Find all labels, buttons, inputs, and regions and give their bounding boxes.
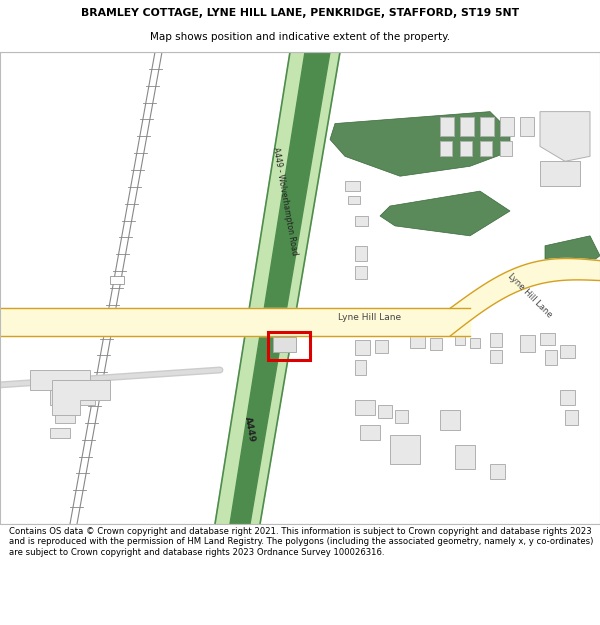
Text: BRAMLEY COTTAGE, LYNE HILL LANE, PENKRIDGE, STAFFORD, ST19 5NT: BRAMLEY COTTAGE, LYNE HILL LANE, PENKRID… <box>81 8 519 18</box>
Polygon shape <box>500 117 514 136</box>
Polygon shape <box>355 400 375 415</box>
Polygon shape <box>560 390 575 405</box>
Polygon shape <box>455 335 465 345</box>
Polygon shape <box>360 424 380 439</box>
Polygon shape <box>440 410 460 429</box>
Polygon shape <box>565 410 578 424</box>
Polygon shape <box>30 370 90 390</box>
Polygon shape <box>520 117 534 136</box>
Polygon shape <box>410 335 425 348</box>
Polygon shape <box>520 335 535 352</box>
Polygon shape <box>470 338 480 348</box>
Polygon shape <box>50 385 95 405</box>
Polygon shape <box>55 410 75 422</box>
Polygon shape <box>440 141 452 156</box>
Polygon shape <box>490 464 505 479</box>
Polygon shape <box>545 236 600 271</box>
Polygon shape <box>560 345 575 358</box>
Polygon shape <box>490 333 502 347</box>
Bar <box>268 332 310 360</box>
Polygon shape <box>345 181 360 191</box>
Polygon shape <box>355 360 366 375</box>
Polygon shape <box>378 405 392 418</box>
Polygon shape <box>50 428 70 438</box>
Polygon shape <box>215 52 340 524</box>
Polygon shape <box>330 112 510 176</box>
Polygon shape <box>348 196 360 204</box>
Text: Lyne Hill Lane: Lyne Hill Lane <box>338 313 401 322</box>
Bar <box>110 276 124 284</box>
Polygon shape <box>273 337 296 352</box>
Polygon shape <box>450 259 600 336</box>
Polygon shape <box>52 380 110 415</box>
Text: A449: A449 <box>244 416 257 443</box>
Text: Contains OS data © Crown copyright and database right 2021. This information is : Contains OS data © Crown copyright and d… <box>9 527 593 557</box>
Text: Lyne Hill Lane: Lyne Hill Lane <box>506 271 554 319</box>
Polygon shape <box>355 340 370 355</box>
Polygon shape <box>0 308 470 336</box>
Polygon shape <box>490 350 502 363</box>
Text: Map shows position and indicative extent of the property.: Map shows position and indicative extent… <box>150 32 450 43</box>
Polygon shape <box>540 333 555 345</box>
Polygon shape <box>460 141 472 156</box>
Polygon shape <box>375 340 388 353</box>
Polygon shape <box>390 434 420 464</box>
Text: A449 - Wolverhampton Road: A449 - Wolverhampton Road <box>271 146 299 256</box>
Polygon shape <box>395 410 408 422</box>
Polygon shape <box>440 117 454 136</box>
Polygon shape <box>540 161 580 186</box>
Polygon shape <box>230 52 330 524</box>
Polygon shape <box>380 191 510 236</box>
Polygon shape <box>455 444 475 469</box>
Polygon shape <box>355 246 367 261</box>
Polygon shape <box>430 338 442 350</box>
Polygon shape <box>460 117 474 136</box>
Polygon shape <box>500 141 512 156</box>
Polygon shape <box>540 112 590 161</box>
Polygon shape <box>480 117 494 136</box>
Polygon shape <box>545 350 557 365</box>
Polygon shape <box>355 216 368 226</box>
Polygon shape <box>355 266 367 279</box>
Polygon shape <box>480 141 492 156</box>
